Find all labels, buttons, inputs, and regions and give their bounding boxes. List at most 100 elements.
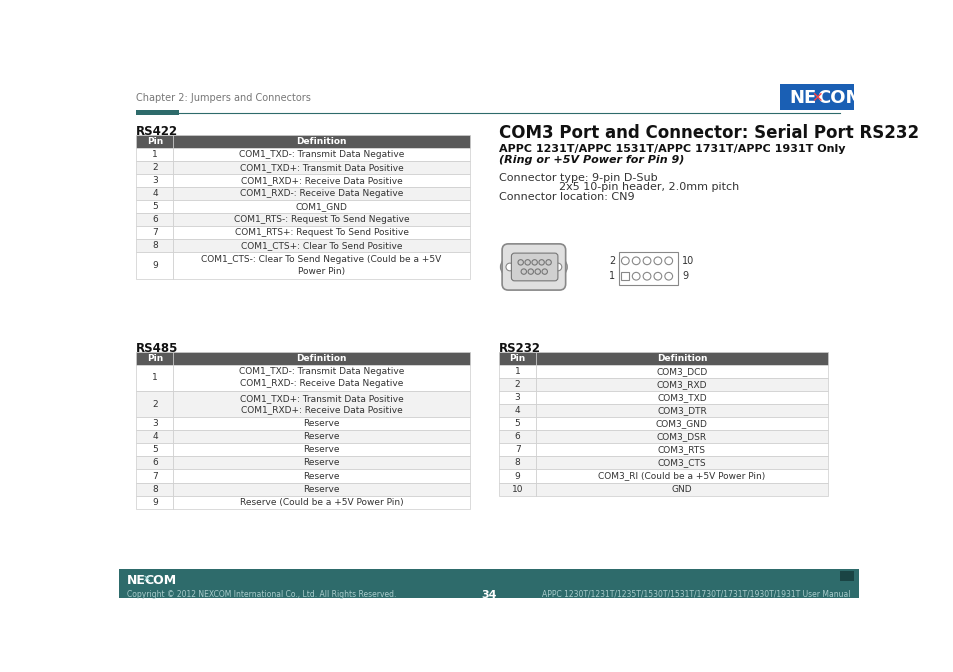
Text: COM3_TXD: COM3_TXD — [657, 393, 706, 402]
Bar — [136, 456, 173, 470]
Circle shape — [642, 257, 650, 265]
Bar — [173, 187, 469, 200]
Text: 2: 2 — [608, 256, 615, 266]
Text: 2: 2 — [515, 380, 520, 389]
Text: 1: 1 — [515, 367, 520, 376]
Text: 5: 5 — [152, 202, 157, 211]
Bar — [173, 430, 469, 444]
Circle shape — [520, 269, 526, 274]
Text: 2: 2 — [152, 163, 157, 172]
Text: 6: 6 — [152, 458, 157, 468]
FancyBboxPatch shape — [501, 244, 565, 290]
Text: 2: 2 — [152, 400, 157, 409]
Bar — [536, 482, 827, 496]
Text: Reserve: Reserve — [303, 458, 339, 468]
Text: 1: 1 — [152, 150, 157, 159]
Text: ✕: ✕ — [142, 574, 151, 584]
Bar — [536, 404, 827, 417]
Bar — [618, 251, 678, 286]
Bar — [498, 365, 536, 378]
Bar — [173, 226, 469, 239]
Bar — [536, 444, 827, 456]
Text: 8: 8 — [152, 485, 157, 494]
Bar — [173, 239, 469, 253]
Text: 9: 9 — [681, 271, 687, 281]
Bar — [498, 456, 536, 470]
Text: 9: 9 — [152, 261, 157, 270]
Bar — [536, 417, 827, 430]
Bar — [173, 391, 469, 417]
Text: COM1_GND: COM1_GND — [295, 202, 347, 211]
Text: Reserve (Could be a +5V Power Pin): Reserve (Could be a +5V Power Pin) — [239, 498, 403, 507]
Text: (Ring or +5V Power for Pin 9): (Ring or +5V Power for Pin 9) — [498, 155, 683, 165]
Bar — [536, 470, 827, 482]
Bar — [173, 351, 469, 365]
Text: 2x5 10-pin header, 2.0mm pitch: 2x5 10-pin header, 2.0mm pitch — [558, 182, 739, 192]
Circle shape — [554, 263, 561, 271]
Text: COM3_CTS: COM3_CTS — [657, 458, 705, 468]
Bar — [173, 470, 469, 482]
Bar — [498, 417, 536, 430]
Bar — [136, 417, 173, 430]
Bar — [498, 351, 536, 365]
Bar — [840, 571, 853, 581]
Text: 6: 6 — [515, 432, 520, 442]
Text: Pin: Pin — [147, 353, 163, 363]
Text: COM1_TXD-: Transmit Data Negative: COM1_TXD-: Transmit Data Negative — [238, 150, 404, 159]
Circle shape — [541, 269, 547, 274]
Bar — [136, 351, 173, 365]
Text: COM3_RTS: COM3_RTS — [658, 446, 705, 454]
Text: 4: 4 — [152, 189, 157, 198]
Text: Reserve: Reserve — [303, 446, 339, 454]
Text: 7: 7 — [515, 446, 520, 454]
Text: COM1_RTS-: Request To Send Negative: COM1_RTS-: Request To Send Negative — [233, 215, 409, 224]
Text: COM1_CTS+: Clear To Send Positive: COM1_CTS+: Clear To Send Positive — [240, 241, 402, 250]
Text: Reserve: Reserve — [303, 485, 339, 494]
Bar — [173, 496, 469, 509]
Text: NE: NE — [127, 574, 146, 587]
Circle shape — [620, 257, 629, 265]
Circle shape — [528, 269, 533, 274]
Text: Connector type: 9-pin D-Sub: Connector type: 9-pin D-Sub — [498, 173, 657, 183]
Text: COM3_RXD: COM3_RXD — [656, 380, 706, 389]
Text: COM3_RI (Could be a +5V Power Pin): COM3_RI (Could be a +5V Power Pin) — [598, 472, 764, 480]
Text: COM1_RTS+: Request To Send Positive: COM1_RTS+: Request To Send Positive — [234, 228, 408, 237]
Bar — [173, 482, 469, 496]
Text: RS232: RS232 — [498, 343, 540, 355]
Text: 9: 9 — [515, 472, 520, 480]
Text: Pin: Pin — [509, 353, 525, 363]
Bar — [136, 226, 173, 239]
Bar — [119, 569, 858, 598]
Text: COM3_DCD: COM3_DCD — [656, 367, 707, 376]
Bar — [498, 391, 536, 404]
Bar — [173, 148, 469, 161]
Text: RS485: RS485 — [136, 343, 178, 355]
Text: 5: 5 — [152, 446, 157, 454]
Bar — [536, 378, 827, 391]
Bar — [136, 161, 173, 174]
Text: 4: 4 — [152, 432, 157, 442]
Text: APPC 1231T/APPC 1531T/APPC 1731T/APPC 1931T Only: APPC 1231T/APPC 1531T/APPC 1731T/APPC 19… — [498, 144, 844, 154]
Bar — [136, 174, 173, 187]
Bar — [779, 84, 853, 110]
Bar — [173, 365, 469, 391]
Text: Definition: Definition — [296, 136, 346, 146]
Circle shape — [632, 257, 639, 265]
Circle shape — [632, 272, 639, 280]
Circle shape — [538, 259, 544, 265]
Bar — [136, 470, 173, 482]
Bar — [136, 482, 173, 496]
Text: Connector location: CN9: Connector location: CN9 — [498, 192, 634, 202]
Bar — [536, 456, 827, 470]
FancyBboxPatch shape — [511, 253, 558, 281]
Bar — [536, 365, 827, 378]
Bar — [136, 148, 173, 161]
Bar — [136, 444, 173, 456]
Bar — [620, 272, 629, 280]
Bar — [136, 200, 173, 213]
Bar — [173, 417, 469, 430]
Text: Copyright © 2012 NEXCOM International Co., Ltd. All Rights Reserved.: Copyright © 2012 NEXCOM International Co… — [127, 589, 395, 599]
Text: 34: 34 — [480, 589, 497, 599]
Text: COM: COM — [816, 89, 862, 107]
Bar — [498, 378, 536, 391]
